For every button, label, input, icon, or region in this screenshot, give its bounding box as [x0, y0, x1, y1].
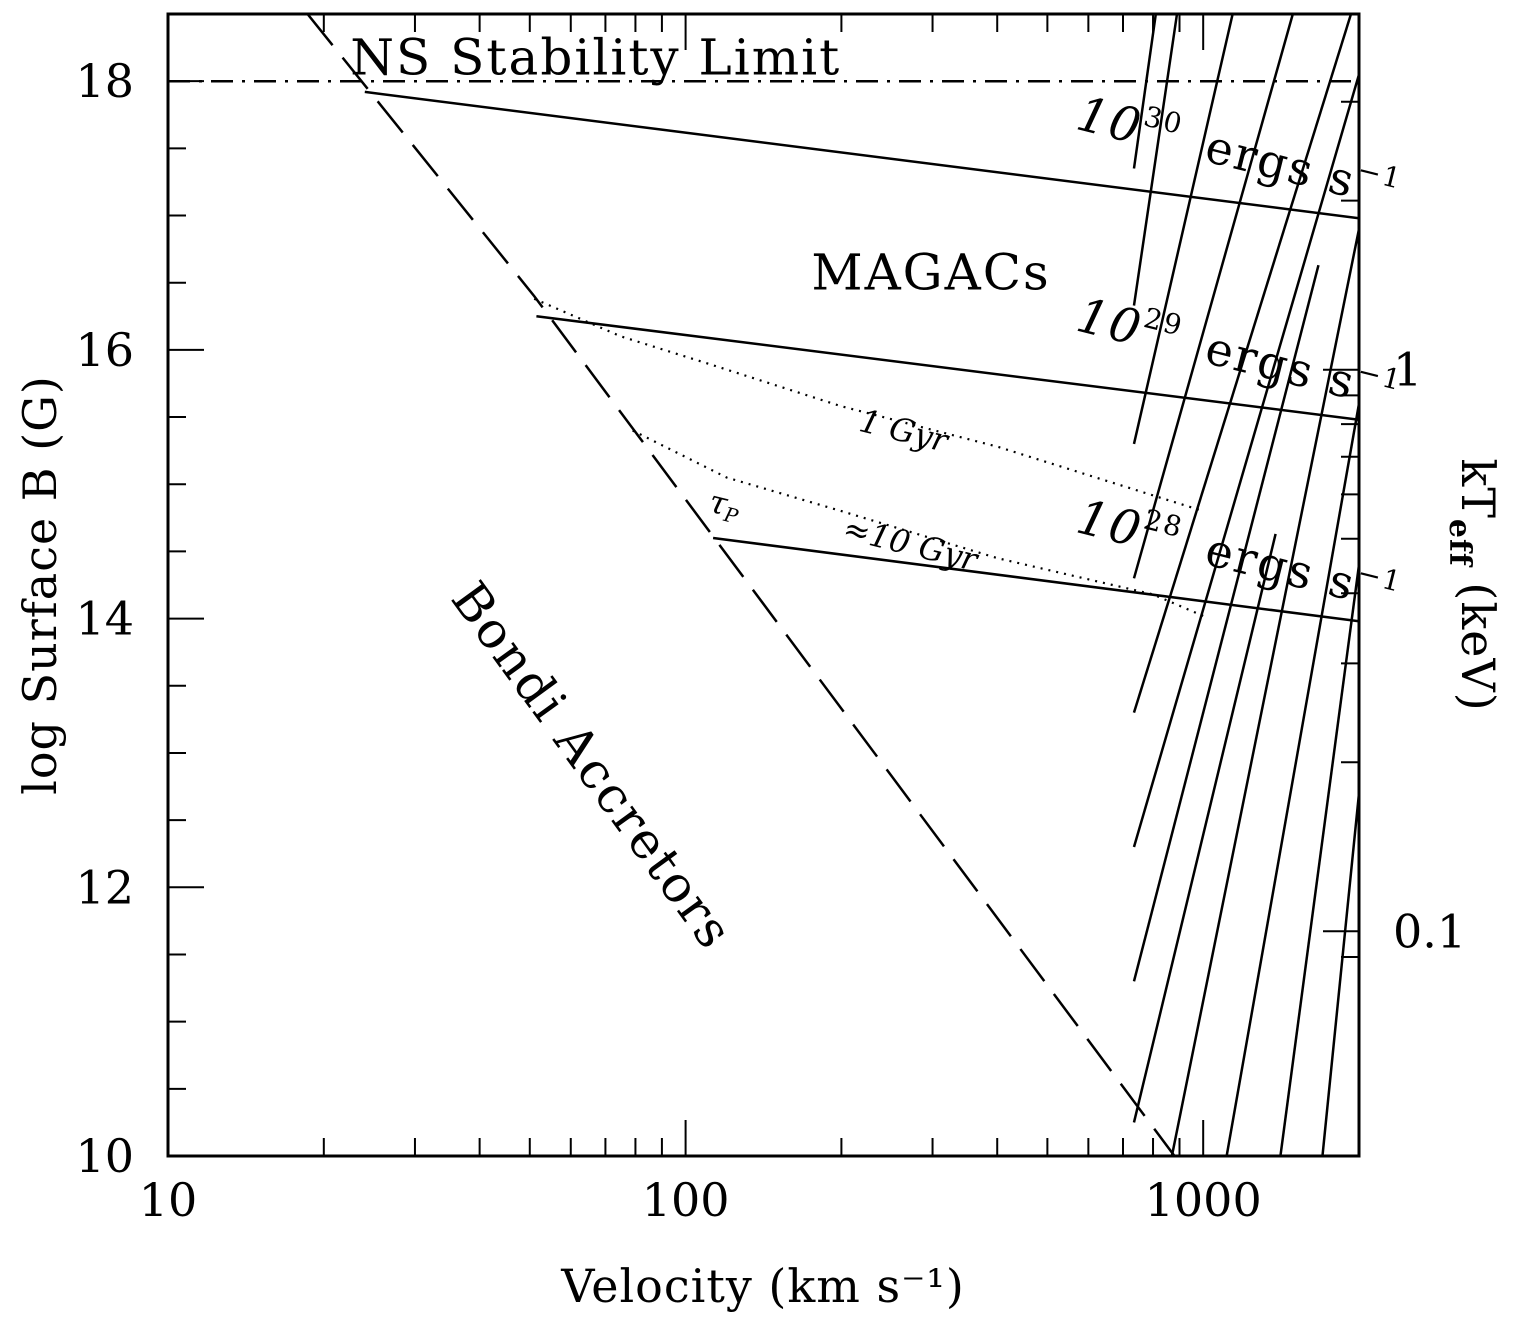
- y2-tick-label: 0.1: [1393, 904, 1466, 958]
- hatch-layer: [1132, 14, 1359, 1156]
- y-axis-label: log Surface B (G): [13, 375, 67, 795]
- hatch-line: [1132, 14, 1295, 579]
- hatch-line: [1132, 14, 1179, 306]
- luminosity-label: 1028 ergs s−1: [1071, 487, 1406, 623]
- series-line-solid: [536, 315, 1359, 421]
- luminosity-unit: ergs s: [1200, 522, 1361, 611]
- hatch-line: [1132, 74, 1359, 848]
- annotation-label: ≈10 Gyr: [839, 509, 982, 579]
- x-tick-label: 10: [139, 1173, 198, 1227]
- y-tick-label: 10: [75, 1129, 134, 1183]
- luminosity-label: 1029 ergs s−1: [1071, 285, 1406, 421]
- y2-axis-label-sub: eff: [1442, 519, 1477, 568]
- annotation-label: MAGACs: [811, 243, 1050, 301]
- luminosity-exponent: 30: [1141, 100, 1187, 142]
- tick-labels: 10 100 1000 10 12 14 16 18 0.1 1: [75, 54, 1466, 1227]
- y2-tick-label: 1: [1393, 343, 1422, 397]
- annotation-label: NS Stability Limit: [350, 28, 841, 86]
- hatch-line: [1170, 228, 1359, 1156]
- annotation-label: Bondi Accretors: [440, 571, 745, 960]
- luminosity-base: 10: [1071, 287, 1148, 357]
- hatch-line: [1132, 264, 1320, 982]
- series-line-dashed: [306, 14, 1176, 1156]
- hatch-line: [1225, 403, 1359, 1156]
- y2-axis-label-unit: (keV): [1451, 567, 1505, 712]
- hatch-line: [1321, 793, 1359, 1156]
- hatch-line: [1132, 533, 1277, 1123]
- hatch-line: [1132, 14, 1158, 169]
- x-axis-label: Velocity (km s⁻¹): [560, 1259, 965, 1313]
- y-tick-label: 12: [75, 860, 134, 914]
- annotations: NS Stability Limit MAGACs Bondi Accretors 1…: [350, 28, 1406, 960]
- series-layer: [168, 14, 1359, 1156]
- hatch-line: [1279, 564, 1359, 1156]
- x-tick-label: 1000: [1145, 1173, 1262, 1227]
- annotation-label: 1 Gyr: [856, 401, 954, 460]
- luminosity-unit-exp: −1: [1354, 153, 1406, 196]
- luminosity-label-text: 1029 ergs s−1: [1071, 285, 1406, 421]
- luminosity-unit: ergs s: [1200, 119, 1361, 208]
- luminosity-exponent: 29: [1141, 301, 1187, 343]
- y2-axis-label: kTeff (keV): [1442, 458, 1505, 711]
- y-tick-label: 14: [75, 592, 134, 646]
- y-tick-label: 18: [75, 54, 134, 108]
- luminosity-base: 10: [1071, 489, 1148, 559]
- series-line-solid: [712, 536, 1359, 623]
- x-tick-label: 100: [642, 1173, 730, 1227]
- luminosity-label-text: 1028 ergs s−1: [1071, 487, 1406, 623]
- axis-ticks: [167, 13, 1360, 1157]
- y-tick-label: 16: [75, 323, 134, 377]
- annotation-label: P: [721, 502, 741, 529]
- luminosity-unit-exp: −1: [1354, 556, 1406, 599]
- y2-axis-label-main: kT: [1451, 458, 1505, 519]
- luminosity-exponent: 28: [1141, 503, 1187, 545]
- hatch-line: [1132, 14, 1353, 714]
- series-line-solid: [364, 90, 1359, 220]
- luminosity-base: 10: [1071, 86, 1148, 156]
- plot-frame: [166, 12, 1361, 1158]
- hatch-line: [1132, 14, 1234, 445]
